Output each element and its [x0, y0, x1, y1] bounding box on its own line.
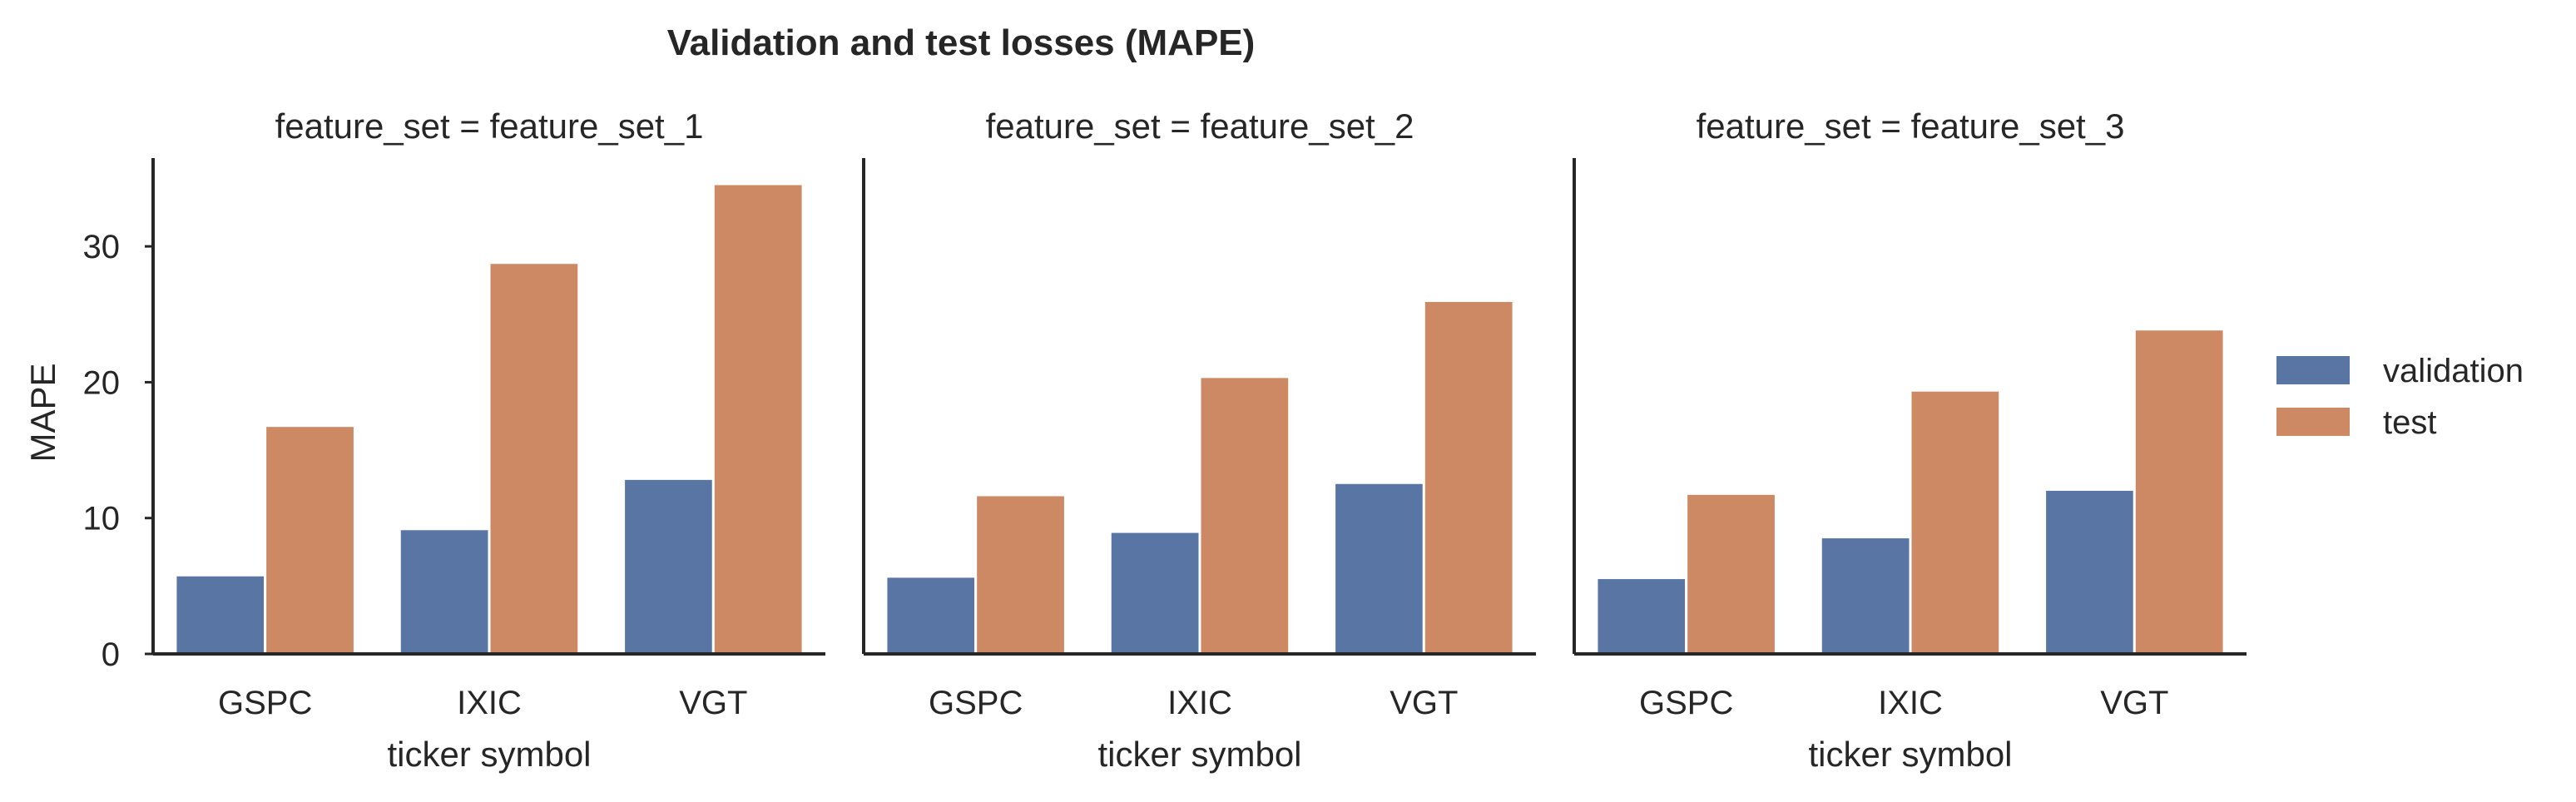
x-tick-label: IXIC: [1878, 685, 1943, 721]
bar-test-vgt: [2133, 328, 2226, 656]
bar-validation-vgt: [1333, 481, 1425, 656]
bar-test-vgt: [1422, 299, 1515, 656]
x-tick-label: VGT: [2100, 685, 2168, 721]
chart-title: Validation and test losses (MAPE): [667, 22, 1256, 63]
y-tick-label: 20: [83, 364, 121, 401]
bar-validation-gspc: [174, 573, 267, 656]
bar-test-ixic: [1909, 389, 2002, 656]
y-tick-label: 30: [83, 229, 121, 265]
bar-validation-gspc: [884, 575, 978, 656]
y-axis-label: MAPE: [23, 363, 62, 462]
x-axis-label: ticker symbol: [1097, 735, 1301, 774]
x-axis-label: ticker symbol: [1808, 735, 2012, 774]
panel-2: feature_set = feature_set_2 GSPC IXIC VGT ti…: [862, 106, 1536, 774]
legend: validation test: [2276, 353, 2524, 441]
x-tick-label: GSPC: [1639, 685, 1733, 721]
bar-test-gspc: [974, 493, 1067, 656]
x-tick-label: IXIC: [457, 685, 522, 721]
y-tick-label: 0: [102, 636, 120, 673]
bar-test-gspc: [1685, 492, 1777, 656]
bar-validation-ixic: [398, 527, 491, 656]
legend-swatch-test: [2276, 408, 2350, 436]
legend-swatch-validation: [2276, 356, 2350, 384]
bar-validation-vgt: [2043, 488, 2136, 656]
bar-validation-ixic: [1819, 536, 1912, 656]
bar-validation-ixic: [1108, 530, 1201, 656]
legend-label-test: test: [2383, 404, 2436, 441]
x-axis-label: ticker symbol: [387, 735, 591, 774]
chart-panels: feature_set = feature_set_1 GSPC IXIC VGT ti…: [83, 106, 2247, 774]
panel-title: feature_set = feature_set_1: [275, 106, 704, 146]
bar-test-ixic: [1198, 375, 1291, 656]
panel-title: feature_set = feature_set_3: [1697, 106, 2125, 146]
y-tick-label: 10: [83, 501, 121, 537]
bar-validation-vgt: [622, 477, 715, 656]
x-tick-label: VGT: [1390, 685, 1458, 721]
bar-test-vgt: [711, 182, 805, 656]
bar-test-gspc: [264, 424, 356, 656]
x-tick-label: VGT: [679, 685, 747, 721]
bar-test-ixic: [488, 261, 581, 656]
legend-label-validation: validation: [2383, 353, 2524, 389]
x-tick-label: IXIC: [1167, 685, 1232, 721]
panel-1: feature_set = feature_set_1 GSPC IXIC VGT ti…: [83, 106, 825, 774]
panel-title: feature_set = feature_set_2: [986, 106, 1414, 146]
x-tick-label: GSPC: [218, 685, 312, 721]
panel-3: feature_set = feature_set_3 GSPC IXIC VGT ti…: [1573, 106, 2247, 774]
x-tick-label: GSPC: [929, 685, 1023, 721]
bar-validation-gspc: [1595, 577, 1688, 656]
